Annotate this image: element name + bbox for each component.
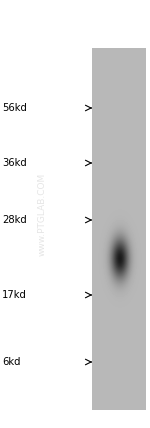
Text: www.PTGLAB.COM: www.PTGLAB.COM — [38, 172, 46, 256]
Text: 6kd: 6kd — [2, 357, 21, 367]
Text: 28kd: 28kd — [2, 215, 27, 225]
Text: 17kd: 17kd — [2, 290, 27, 300]
Text: 56kd: 56kd — [2, 103, 27, 113]
Text: 36kd: 36kd — [2, 158, 27, 168]
